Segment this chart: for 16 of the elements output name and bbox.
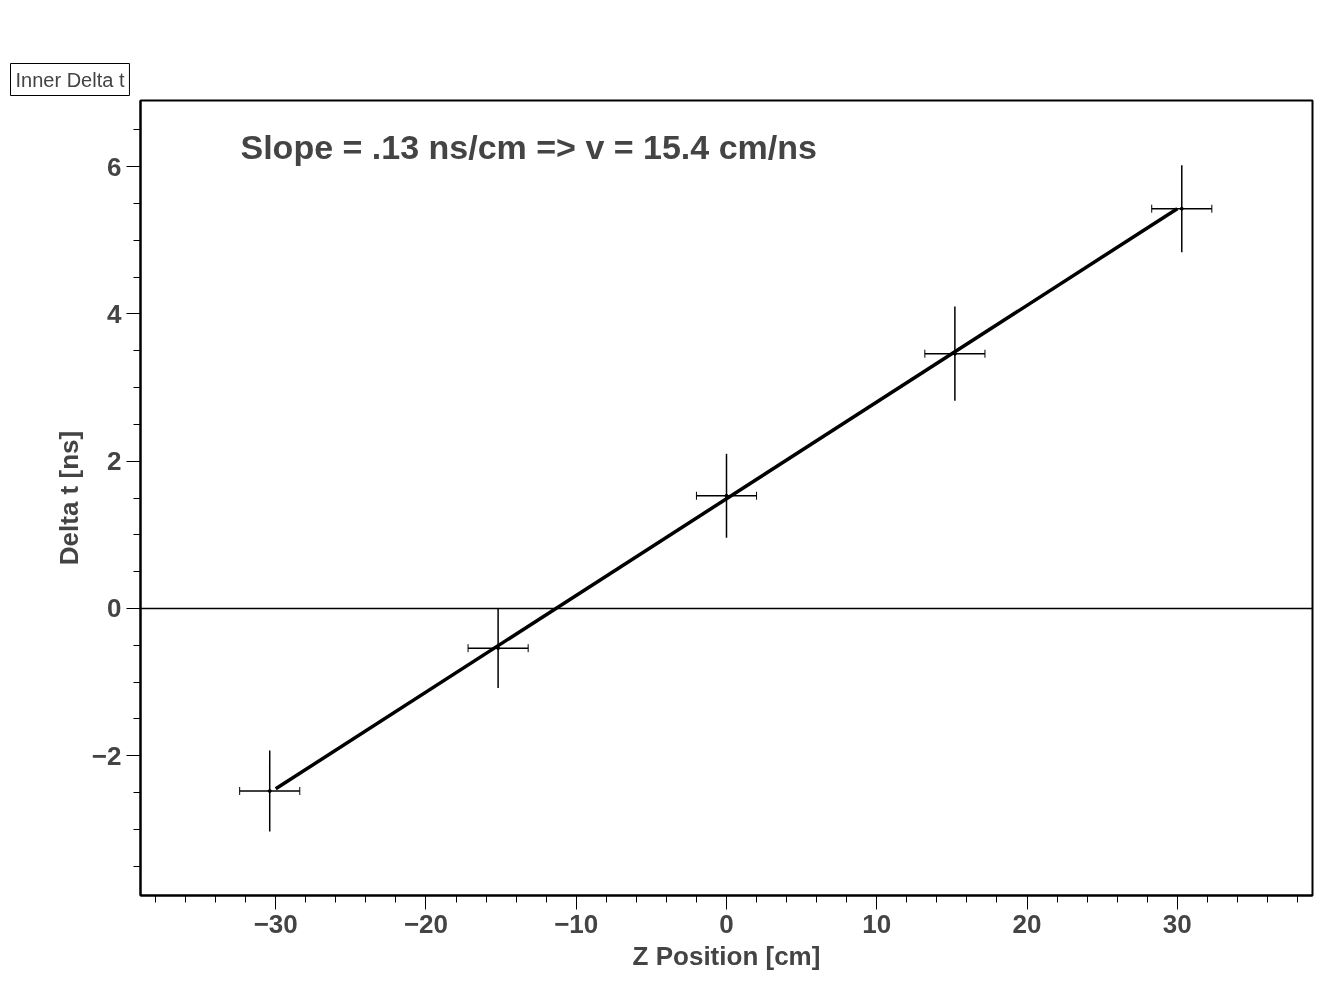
x-tick-label: 30 [1162, 908, 1192, 939]
x-axis-title: Z Position [cm] [632, 940, 821, 971]
x-tick-label: 20 [1012, 908, 1042, 939]
y-tick-label: 4 [107, 298, 123, 329]
annotation: Slope = .13 ns/cm => v = 15.4 cm/ns [240, 127, 817, 166]
y-tick-label: 6 [107, 151, 122, 182]
x-tick-label: 0 [719, 908, 734, 939]
y-tick-label: 2 [107, 446, 122, 477]
chart-title: Inner Delta t [15, 68, 125, 91]
x-tick-label: −10 [554, 908, 599, 939]
x-tick-label: 10 [862, 908, 892, 939]
x-tick-label: −30 [253, 908, 298, 939]
y-tick-label: −2 [91, 740, 122, 771]
y-axis-title: Delta t [ns] [53, 430, 84, 566]
x-tick-label: −20 [403, 908, 449, 939]
y-tick-label: 0 [107, 593, 122, 624]
